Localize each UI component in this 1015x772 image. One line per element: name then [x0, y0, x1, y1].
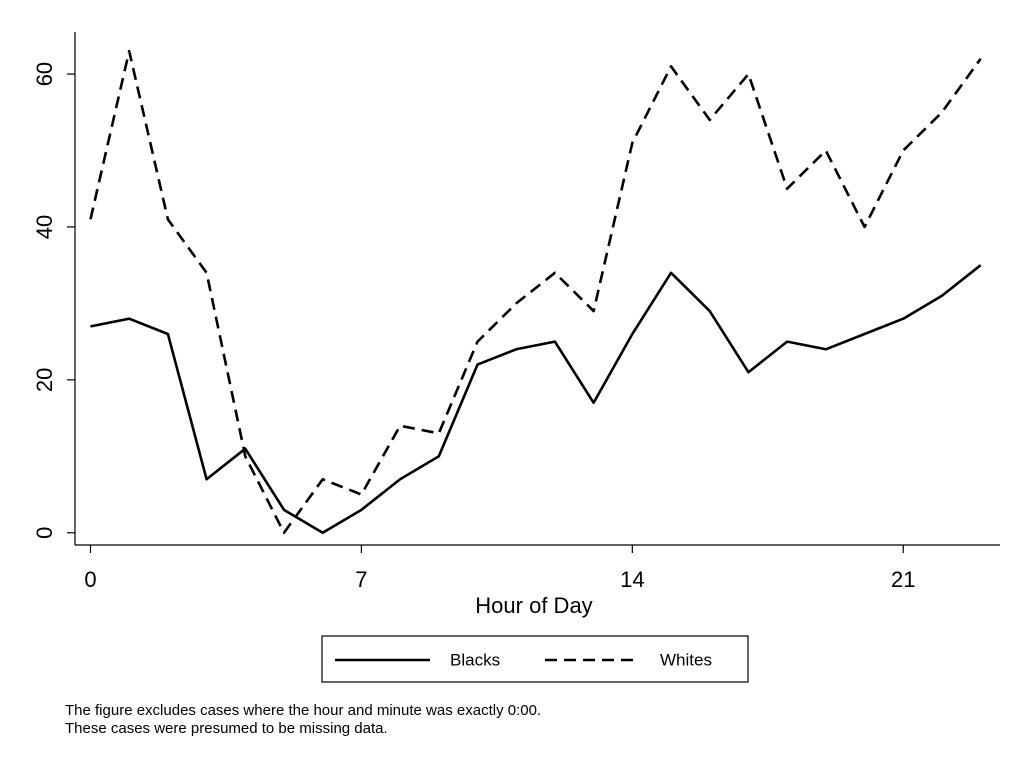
y-tick-label: 60: [32, 62, 57, 86]
line-series: [89, 49, 982, 535]
note: These cases were presumed to be missing …: [65, 720, 388, 737]
legend-label: Blacks: [450, 650, 500, 669]
x-tick-label: 7: [355, 567, 367, 592]
y-tick-label: 0: [32, 527, 57, 539]
y-tick-label: 40: [32, 215, 57, 239]
x-tick-label: 14: [620, 567, 644, 592]
y-tick-label: 20: [32, 368, 57, 392]
x-tick-label: 21: [891, 567, 915, 592]
legend-label: Whites: [660, 650, 712, 669]
x-axis-label: Hour of Day: [475, 593, 592, 618]
x-tick-label: 0: [84, 567, 96, 592]
line-series: [90, 264, 982, 535]
note: The figure excludes cases where the hour…: [65, 702, 541, 719]
